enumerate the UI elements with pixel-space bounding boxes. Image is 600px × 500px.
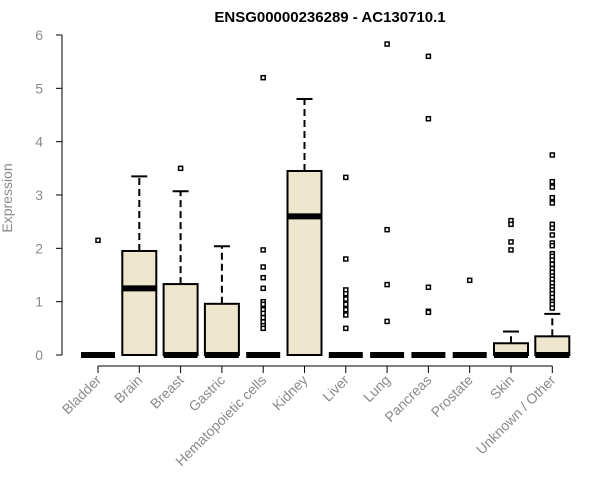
outlier-point [260, 74, 266, 81]
y-tick-label: 5 [35, 80, 43, 96]
outlier-point [549, 184, 556, 190]
outlier-point [384, 41, 390, 47]
box-group [411, 53, 446, 358]
box [162, 283, 199, 357]
y-tick-label: 6 [35, 27, 43, 43]
outlier-point [343, 325, 349, 332]
box-group [286, 98, 323, 356]
box-group [370, 41, 405, 358]
outlier-point [260, 314, 266, 321]
outlier-point [260, 247, 266, 253]
outlier-point [343, 290, 349, 297]
outlier-point [260, 301, 266, 308]
y-tick-label: 4 [35, 134, 43, 150]
outlier-point [343, 256, 349, 262]
outlier-point [384, 318, 390, 325]
outlier-point [260, 285, 266, 292]
outlier-point [466, 277, 473, 284]
x-tick-label: Liver [319, 372, 352, 405]
outlier-point [549, 305, 556, 311]
outlier-point [425, 284, 432, 291]
x-tick-label: Brain [111, 372, 145, 406]
outlier-point [260, 264, 266, 270]
outlier-point [549, 178, 556, 185]
outlier-point [549, 232, 556, 238]
outlier-point [425, 115, 432, 122]
outlier-point [508, 247, 514, 253]
y-tick-label: 3 [35, 187, 43, 203]
outlier-point [549, 152, 556, 158]
box-group [534, 152, 571, 358]
y-axis: 0 1 2 3 4 5 6 [35, 27, 63, 363]
box-group [246, 74, 281, 358]
y-axis-label: Expression [0, 163, 15, 232]
outlier-point [343, 312, 349, 318]
y-tick-label: 0 [35, 347, 43, 363]
x-tick-label: Skin [487, 372, 518, 403]
outlier-point [260, 325, 266, 332]
outlier-point [384, 281, 390, 288]
outlier-point [549, 200, 556, 206]
outlier-point [508, 221, 514, 228]
outlier-point [549, 294, 556, 301]
x-tick-label: Bladder [59, 372, 105, 418]
box [203, 302, 240, 356]
outlier-point [549, 194, 556, 201]
chart-title: ENSG00000236289 - AC130710.1 [214, 9, 445, 26]
x-tick-label: Prostate [428, 372, 476, 420]
x-tick-label: Kidney [269, 372, 311, 414]
y-tick-label: 2 [35, 240, 43, 256]
outlier-point [549, 242, 556, 249]
outlier-point [508, 239, 514, 245]
outlier-point [343, 174, 349, 181]
outlier-point [260, 310, 266, 317]
box-group [328, 174, 363, 358]
outlier-point [384, 226, 390, 233]
y-tick-label: 1 [35, 294, 43, 310]
box-group [162, 165, 199, 358]
outlier-point [343, 301, 349, 308]
box-group [493, 217, 529, 358]
outlier-point [425, 309, 432, 316]
box-group [121, 175, 158, 356]
outlier-point [260, 274, 266, 281]
box-group [81, 237, 115, 358]
outlier-point [343, 296, 349, 302]
outlier-point [343, 306, 349, 313]
outlier-point [549, 257, 556, 263]
x-tick-label: Breast [147, 372, 187, 412]
outlier-point [549, 261, 556, 268]
box [286, 170, 323, 356]
outlier-point [549, 225, 556, 231]
box-group [203, 245, 240, 358]
outlier-point [95, 237, 101, 244]
x-tick-label: Lung [360, 372, 393, 405]
box [121, 250, 158, 356]
outlier-point [177, 165, 184, 172]
outlier-point [425, 53, 432, 60]
box-group [452, 277, 487, 358]
boxes-layer [81, 41, 571, 358]
